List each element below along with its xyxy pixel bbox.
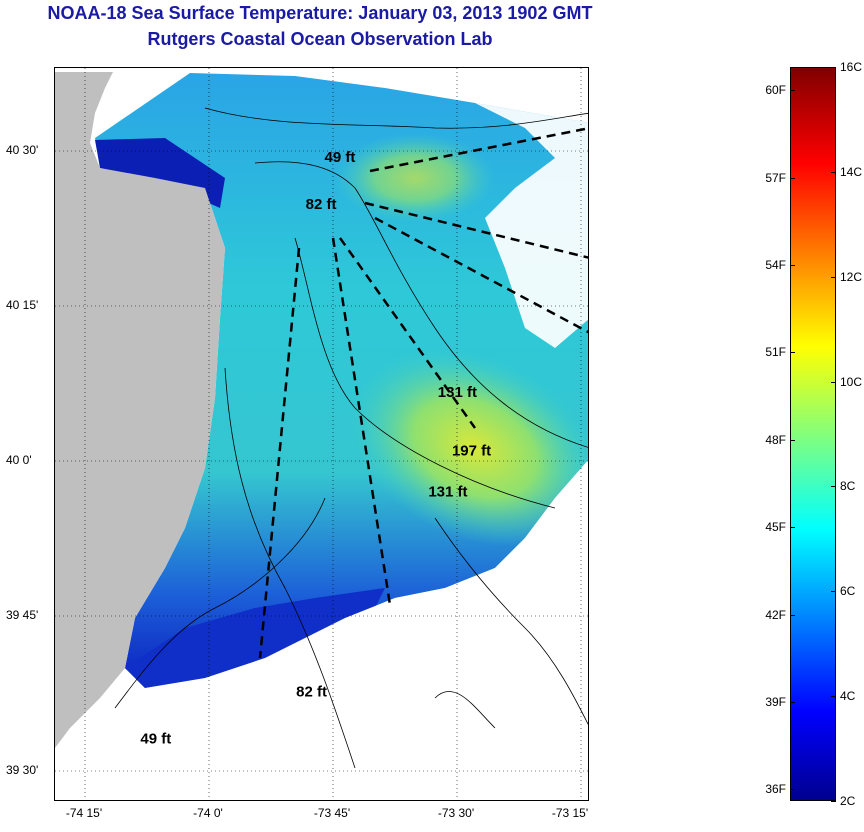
colorbar-c-label: 12C — [840, 269, 863, 284]
cloud-mask-ne — [475, 103, 588, 348]
shipping-lanes — [258, 127, 588, 659]
colorbar-tick — [831, 276, 836, 278]
warm-water-patch — [351, 349, 588, 547]
depth-label-6: 49 ft — [140, 730, 171, 747]
sst-map-canvas: 49 ft 82 ft 131 ft 197 ft 131 ft 82 ft 49 ft — [55, 68, 588, 800]
lat-label-39-45: 39 45' — [6, 608, 39, 622]
depth-label-3: 197 ft — [452, 443, 491, 460]
depth-label-5: 82 ft — [296, 683, 327, 700]
depth-label-2: 131 ft — [438, 384, 477, 401]
colorbar-c-label: 16C — [840, 60, 863, 74]
depth-label-1: 82 ft — [306, 196, 337, 213]
lat-label-39-30: 39 30' — [6, 763, 39, 777]
temperature-colorbar — [790, 67, 836, 801]
lat-label-40-0: 40 0' — [6, 453, 32, 467]
colorbar-tick — [790, 90, 795, 92]
colorbar-tick — [790, 527, 795, 529]
lon-label-74-15: -74 15' — [65, 806, 103, 820]
colorbar-f-label: 36F — [765, 782, 786, 797]
colorbar-c-label: 6C — [840, 584, 856, 599]
colorbar-f-label: 51F — [765, 345, 786, 360]
colorbar-f-label: 48F — [765, 432, 786, 447]
colorbar-c-label: 14C — [840, 164, 863, 179]
lat-label-40-15: 40 15' — [6, 298, 39, 312]
colorbar-tick — [790, 614, 795, 616]
colorbar-tick — [790, 439, 795, 441]
colorbar-tick — [790, 265, 795, 267]
bathymetry-contours — [114, 107, 588, 769]
lon-label-73-45: -73 45' — [313, 806, 351, 820]
colorbar-c-label: 2C — [840, 794, 856, 808]
colorbar-f-label: 60F — [765, 83, 786, 98]
colorbar-f-label: 45F — [765, 520, 786, 535]
colorbar-c-label: 4C — [840, 689, 856, 704]
map-title: NOAA-18 Sea Surface Temperature: January… — [47, 3, 593, 23]
colorbar-c-label: 8C — [840, 479, 856, 494]
colorbar-tick — [831, 801, 836, 802]
colorbar-tick — [831, 696, 836, 698]
colorbar-tick — [831, 486, 836, 488]
colorbar-f-label: 57F — [765, 170, 786, 185]
colorbar-tick — [790, 177, 795, 179]
colorbar-f-label: 54F — [765, 258, 786, 273]
depth-label-group: 49 ft 82 ft 131 ft 197 ft 131 ft 82 ft 49 ft — [140, 149, 491, 747]
colorbar-tick — [831, 67, 836, 68]
colorbar-tick — [790, 701, 795, 703]
map-subtitle: Rutgers Coastal Ocean Observation Lab — [147, 29, 493, 49]
depth-label-4: 131 ft — [428, 484, 467, 501]
warm-water-patch-north — [335, 133, 495, 223]
colorbar-c-label: 10C — [840, 374, 863, 389]
depth-label-0: 49 ft — [325, 149, 356, 166]
colorbar-tick — [790, 789, 795, 791]
lon-label-73-15: -73 15' — [551, 806, 589, 820]
lat-label-40-30: 40 30' — [6, 143, 39, 157]
colorbar-f-label: 42F — [765, 607, 786, 622]
sst-map: 49 ft 82 ft 131 ft 197 ft 131 ft 82 ft 49 ft — [54, 67, 589, 801]
land-long-island-hint — [55, 68, 588, 72]
lon-label-74-0: -74 0' — [193, 806, 223, 820]
colorbar-tick — [831, 591, 836, 593]
colorbar-tick — [790, 352, 795, 354]
cold-southern-band — [125, 588, 385, 688]
colorbar-f-label: 39F — [765, 694, 786, 709]
cloud-mask-south — [55, 460, 588, 800]
lon-label-73-30: -73 30' — [437, 806, 475, 820]
colorbar-tick — [831, 171, 836, 173]
colorbar-tick — [831, 381, 836, 383]
land-new-jersey — [55, 68, 225, 748]
